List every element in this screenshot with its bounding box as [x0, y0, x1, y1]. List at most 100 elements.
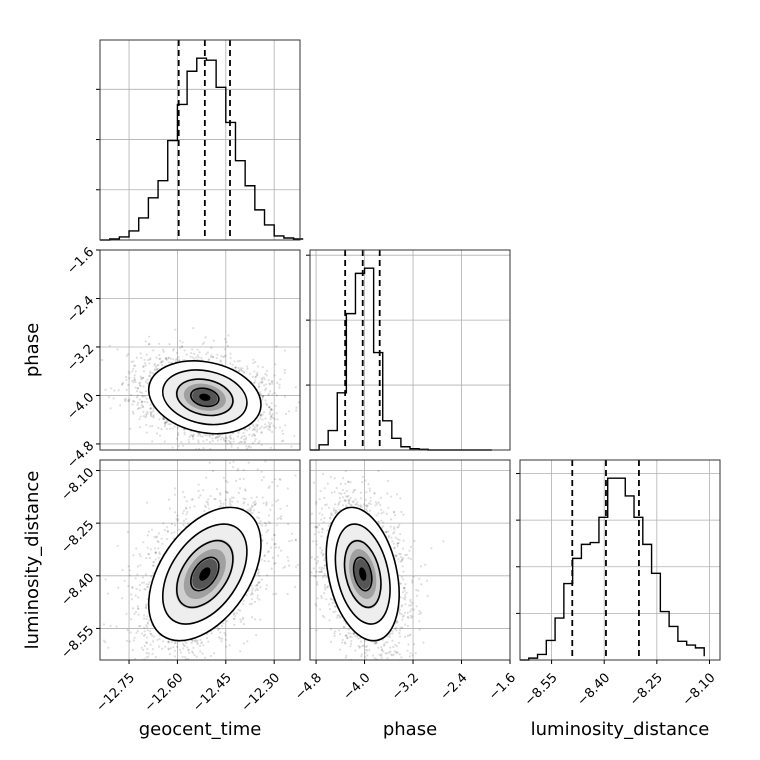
sample-point	[140, 404, 143, 407]
sample-point	[148, 343, 151, 346]
sample-point	[209, 495, 212, 498]
sample-point	[257, 511, 261, 514]
sample-point	[148, 358, 152, 361]
sample-point	[155, 356, 158, 359]
sample-point	[208, 441, 211, 444]
sample-point	[261, 496, 264, 499]
sample-point	[251, 428, 255, 431]
sample-point	[183, 457, 185, 459]
sample-point	[193, 505, 196, 508]
sample-point	[191, 348, 194, 351]
sample-point	[261, 395, 264, 398]
sample-point	[152, 414, 155, 417]
sample-point	[311, 389, 313, 391]
sample-point	[201, 342, 204, 346]
sample-point	[115, 625, 118, 628]
sample-point	[148, 556, 151, 560]
sample-point	[224, 439, 227, 443]
sample-point	[125, 612, 128, 615]
sample-point	[198, 432, 201, 435]
sample-point	[263, 555, 266, 558]
sample-point	[262, 476, 265, 479]
sample-point	[167, 423, 170, 426]
sample-point	[188, 435, 191, 438]
sample-point	[185, 641, 188, 645]
sample-point	[248, 427, 251, 431]
sample-point	[145, 641, 148, 645]
sample-point	[181, 512, 184, 515]
sample-point	[219, 502, 222, 505]
sample-point	[152, 349, 155, 352]
sample-point	[136, 605, 140, 608]
sample-point	[226, 620, 229, 623]
contour-line	[161, 369, 248, 426]
histogram-geocent_time	[96, 39, 304, 241]
sample-point	[148, 619, 151, 622]
sample-point	[234, 366, 237, 369]
sample-point	[266, 550, 269, 554]
sample-point	[203, 504, 206, 507]
sample-point	[170, 532, 173, 535]
sample-point	[177, 432, 180, 435]
sample-point	[153, 535, 156, 539]
sample-point	[282, 566, 285, 569]
sample-point	[158, 434, 162, 437]
sample-point	[130, 593, 133, 596]
sample-point	[261, 539, 264, 542]
sample-point	[207, 507, 210, 510]
sample-point	[161, 364, 164, 367]
sample-point	[243, 440, 246, 443]
sample-point	[208, 434, 211, 437]
sample-point	[135, 356, 138, 359]
sample-point	[260, 414, 263, 417]
sample-point	[183, 496, 186, 499]
sample-point	[311, 429, 313, 431]
sample-point	[162, 417, 165, 421]
sample-point	[268, 423, 272, 426]
sample-point	[217, 435, 221, 439]
sample-point	[271, 480, 274, 484]
sample-point	[256, 572, 259, 575]
sample-point	[146, 629, 149, 632]
sample-point	[244, 438, 247, 441]
sample-point	[242, 497, 245, 500]
sample-point	[280, 517, 283, 521]
sample-point	[152, 560, 155, 564]
sample-point	[264, 460, 267, 463]
sample-point	[142, 634, 146, 637]
sample-point	[117, 389, 120, 392]
sample-point	[228, 500, 232, 503]
sample-point	[252, 433, 255, 436]
sample-point	[175, 357, 178, 360]
sample-point	[155, 367, 158, 371]
sample-point	[253, 381, 256, 384]
sample-point	[216, 436, 219, 439]
sample-point	[164, 645, 167, 648]
sample-point	[265, 522, 268, 525]
sample-point	[251, 423, 254, 426]
sample-point	[256, 424, 259, 427]
sample-point	[273, 418, 277, 421]
sample-point	[140, 401, 143, 404]
sample-point	[236, 435, 239, 438]
sample-point	[228, 461, 232, 464]
sample-point	[135, 587, 138, 591]
sample-point	[132, 639, 135, 642]
sample-point	[207, 498, 210, 501]
sample-point	[203, 451, 205, 453]
sample-point	[286, 556, 289, 559]
sample-point	[141, 400, 144, 403]
sample-point	[167, 641, 170, 644]
sample-point	[272, 593, 275, 596]
sample-point	[192, 646, 195, 650]
sample-point	[217, 636, 221, 639]
sample-point	[144, 588, 147, 591]
sample-point	[240, 437, 243, 440]
sample-point	[183, 433, 186, 436]
sample-point	[123, 398, 126, 401]
sample-point	[276, 381, 279, 384]
sample-point	[167, 357, 170, 360]
sample-point	[249, 452, 251, 454]
sample-point	[264, 417, 267, 420]
sample-point	[253, 434, 256, 437]
